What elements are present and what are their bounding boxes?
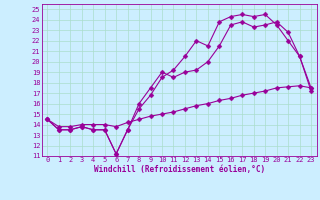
X-axis label: Windchill (Refroidissement éolien,°C): Windchill (Refroidissement éolien,°C)	[94, 165, 265, 174]
